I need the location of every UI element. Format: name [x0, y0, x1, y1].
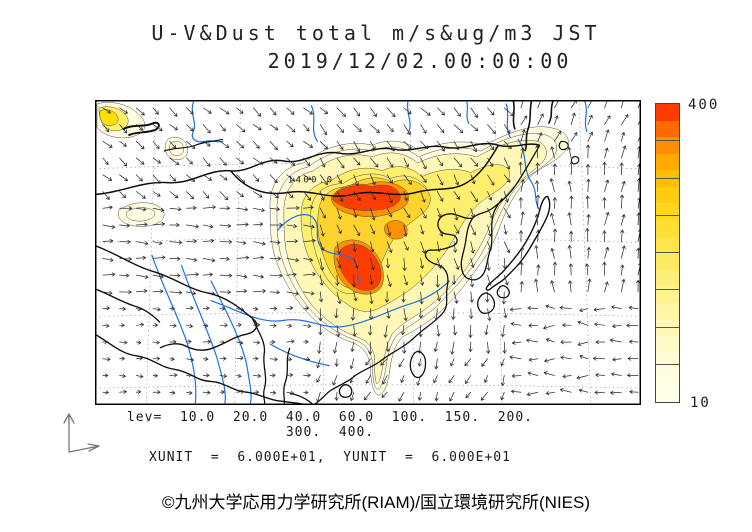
- dust-filled-contours: [96, 102, 569, 396]
- colorbar-segment: [656, 369, 679, 386]
- colorbar-tick: [656, 140, 679, 142]
- map-plot: 1400.0: [95, 100, 641, 405]
- plot-title: U-V&Dust total m/s&ug/m3 JST: [151, 21, 601, 45]
- colorbar-segment: [656, 186, 679, 204]
- colorbar-segment: [656, 104, 679, 121]
- contour-peak-label: 1400.0: [288, 176, 335, 186]
- colorbar-tick: [656, 214, 679, 216]
- vector-units-text: XUNIT = 6.000E+01, YUNIT = 6.000E+01: [149, 450, 511, 465]
- colorbar-segment: [656, 385, 679, 403]
- colorbar-tick: [656, 252, 679, 253]
- colorbar-segment: [656, 203, 679, 220]
- colorbar-segment: [656, 153, 679, 171]
- axis-orientation-icon: [63, 413, 100, 453]
- colorbar-segment: [656, 352, 679, 369]
- copyright-text: ©九州大学応用力学研究所(RIAM)/国立環境研究所(NIES): [161, 493, 591, 512]
- rivers: [151, 101, 588, 404]
- plot-datetime: 2019/12/02.00:00:00: [267, 49, 573, 73]
- colorbar-min-label: 10: [690, 395, 711, 411]
- colorbar-segment: [656, 137, 679, 154]
- colorbar: [655, 103, 680, 403]
- colorbar-tick: [656, 326, 679, 328]
- colorbar-segment: [656, 120, 679, 138]
- colorbar-tick: [656, 289, 679, 291]
- colorbar-segment: [656, 302, 679, 320]
- colorbar-segment: [656, 319, 679, 336]
- colorbar-segment: [656, 286, 679, 303]
- map-frame: [95, 100, 641, 405]
- colorbar-segment: [656, 335, 679, 353]
- contour-levels-line2: 300. 400.: [285, 425, 375, 440]
- colorbar-max-label: 400: [688, 97, 720, 113]
- contour-levels-line1: lev= 10.0 20.0 40.0 60.0 100. 150. 200.: [126, 410, 534, 425]
- wind-vector-arrows: [102, 100, 641, 403]
- colorbar-segment: [656, 219, 679, 237]
- colorbar-tick: [656, 177, 679, 179]
- colorbar-segment: [656, 170, 679, 187]
- colorbar-tick: [656, 363, 679, 365]
- colorbar-segment: [656, 253, 679, 270]
- colorbar-segment: [656, 236, 679, 254]
- colorbar-segment: [656, 269, 679, 287]
- coastlines-borders: [95, 100, 580, 405]
